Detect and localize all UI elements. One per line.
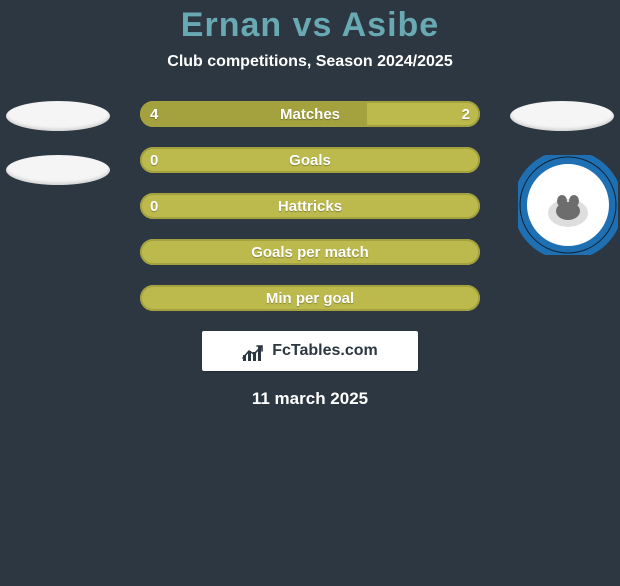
comparison-chart: Matches42Goals0Hattricks0Goals per match… [0,101,620,311]
player-right-badge [510,101,614,131]
stat-value-left: 4 [140,101,168,127]
stat-row: Matches4 2 [140,101,480,127]
stat-row: Min per goal [140,285,480,311]
stat-label: Goals [140,147,480,173]
player-left-badge [6,101,110,131]
stat-row: Goals per match [140,239,480,265]
club-badge-icon [518,155,618,255]
date-line: 11 march 2025 [0,389,620,409]
stat-value-right: 2 [452,101,480,127]
subtitle: Club competitions, Season 2024/2025 [0,53,620,71]
stat-label: Matches [140,101,480,127]
stat-label: Hattricks [140,193,480,219]
stat-value-left: 0 [140,147,168,173]
fctables-logo-icon [242,341,266,361]
player-left-badge [6,155,110,185]
stat-label: Goals per match [140,239,480,265]
brand-text: FcTables.com [272,342,378,360]
page-title: Ernan vs Asibe [0,6,620,45]
stat-row: Hattricks0 [140,193,480,219]
brand-box: FcTables.com [202,331,418,371]
stat-label: Min per goal [140,285,480,311]
stat-value-left: 0 [140,193,168,219]
stat-row: Goals0 [140,147,480,173]
